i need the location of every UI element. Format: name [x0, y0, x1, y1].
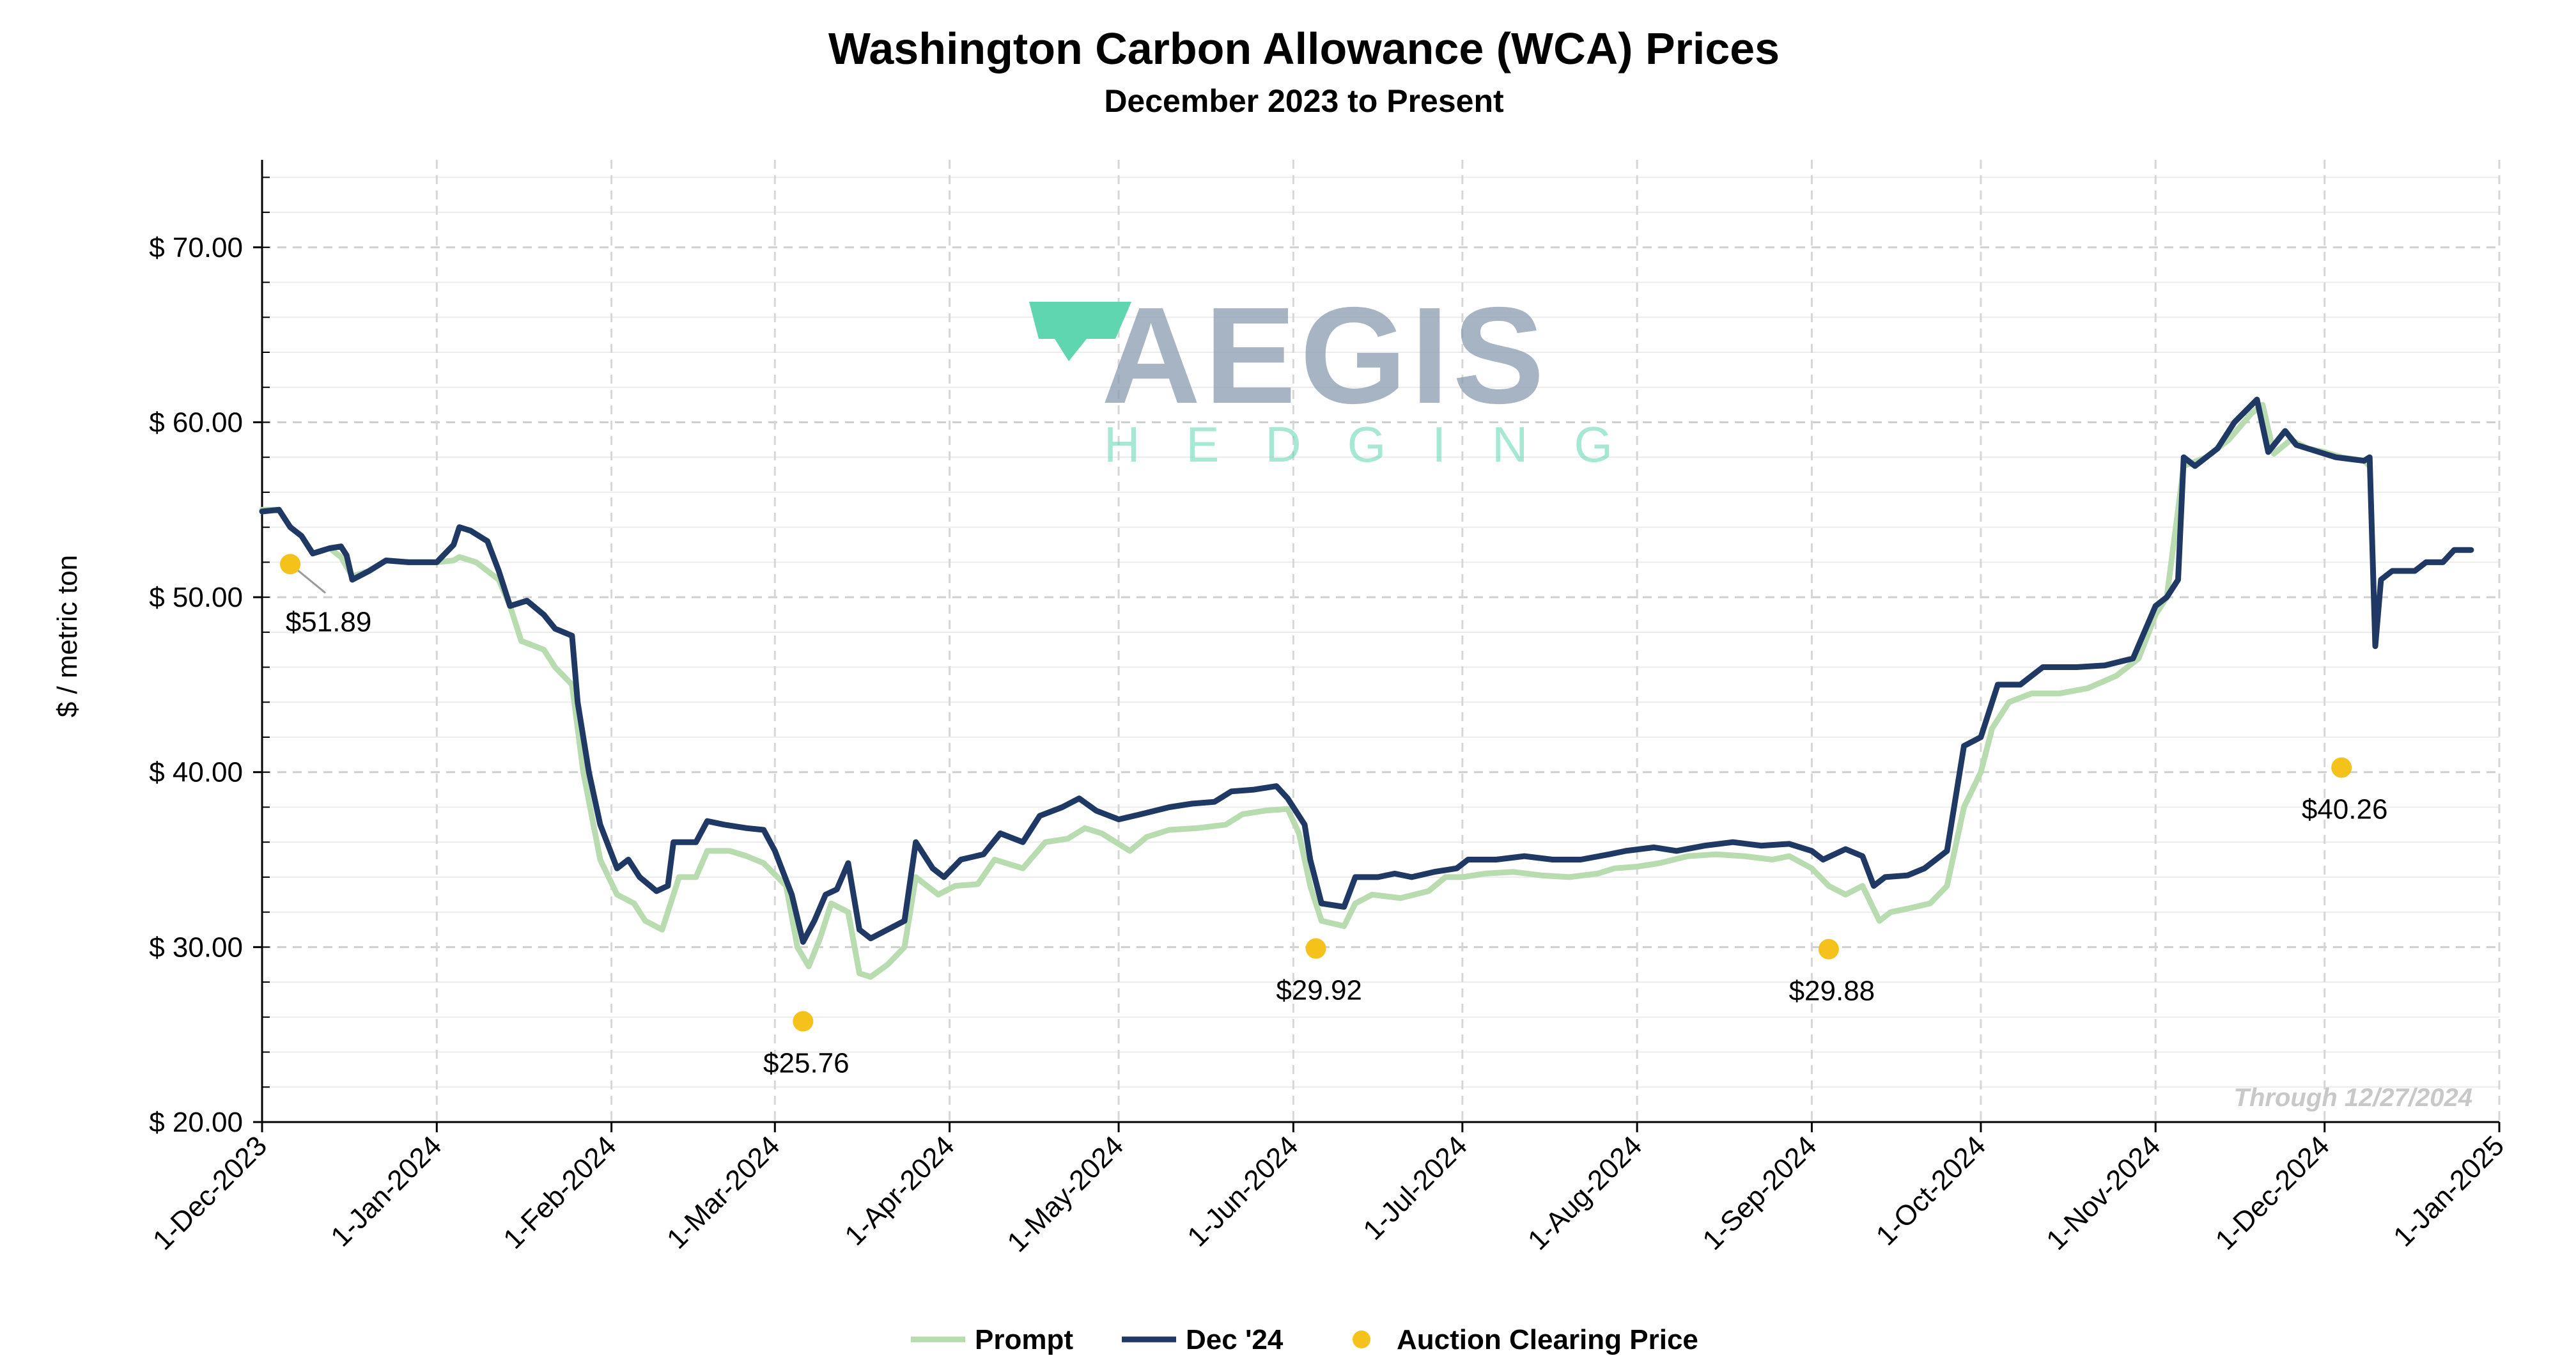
x-tick-label: 1-Apr-2024 [839, 1130, 960, 1251]
x-tick-label: 1-May-2024 [1001, 1130, 1129, 1258]
y-axis-label: $ / metric ton [52, 555, 83, 717]
auction-point [793, 1011, 814, 1032]
x-tick-label: 1-Dec-2024 [2210, 1130, 2336, 1256]
auction-point [280, 554, 301, 575]
x-tick-label: 1-Sep-2024 [1696, 1130, 1822, 1256]
x-tick-label: 1-Nov-2024 [2040, 1130, 2166, 1256]
grid [261, 160, 2501, 1122]
x-tick-label: 1-Mar-2024 [661, 1130, 786, 1254]
auction-point [1818, 939, 1839, 960]
x-tick-label: 1-Jan-2024 [325, 1130, 447, 1252]
auction-point-label: $29.92 [1276, 975, 1362, 1006]
auction-point-label: $51.89 [286, 606, 372, 637]
series-layer [259, 396, 2474, 980]
logo-mark-icon [1029, 302, 1131, 361]
auction-point [1305, 938, 1326, 959]
legend-label-auction: Auction Clearing Price [1397, 1324, 1698, 1355]
y-tick-label: $ 30.00 [149, 932, 243, 963]
y-tick-label: $ 40.00 [149, 757, 243, 788]
watermark-tagline: HEDGING [1104, 416, 1659, 472]
watermark-brand: AEGIS [1101, 278, 1548, 432]
auction-point-label: $40.26 [2302, 794, 2388, 825]
auction-point [2331, 757, 2352, 778]
legend-label-dec24: Dec '24 [1186, 1324, 1284, 1355]
through-date-annotation: Through 12/27/2024 [2234, 1084, 2472, 1112]
chart-subtitle: December 2023 to Present [1104, 83, 1504, 119]
chart-title: Washington Carbon Allowance (WCA) Prices [828, 24, 1780, 74]
x-tick-label: 1-Feb-2024 [497, 1130, 623, 1255]
y-tick-label: $ 50.00 [149, 582, 243, 613]
series-line-prompt [259, 402, 2373, 980]
legend-swatch-auction [1353, 1330, 1370, 1348]
x-tick-label: 1-Oct-2024 [1870, 1130, 1992, 1251]
y-tick-label: $ 60.00 [149, 407, 243, 438]
x-tick-label: 1-Jun-2024 [1181, 1130, 1304, 1252]
auction-point-label: $25.76 [763, 1047, 850, 1079]
x-tick-label: 1-Dec-2023 [147, 1130, 273, 1256]
x-tick-label: 1-Jul-2024 [1357, 1130, 1473, 1246]
watermark-logo: AEGIS HEDGING [1029, 278, 1659, 472]
auction-point-label: $29.88 [1789, 976, 1875, 1007]
series-line-dec24 [259, 396, 2474, 945]
legend: Prompt Dec '24 Auction Clearing Price [911, 1324, 1698, 1355]
x-tick-label: 1-Jan-2025 [2387, 1130, 2510, 1252]
x-tick-label: 1-Aug-2024 [1522, 1130, 1648, 1256]
y-tick-label: $ 70.00 [149, 232, 243, 263]
y-tick-label: $ 20.00 [149, 1107, 243, 1138]
legend-label-prompt: Prompt [975, 1324, 1073, 1355]
auction-points: $51.89 $25.76 $29.92 $29.88 $40.26 [280, 554, 2387, 1079]
